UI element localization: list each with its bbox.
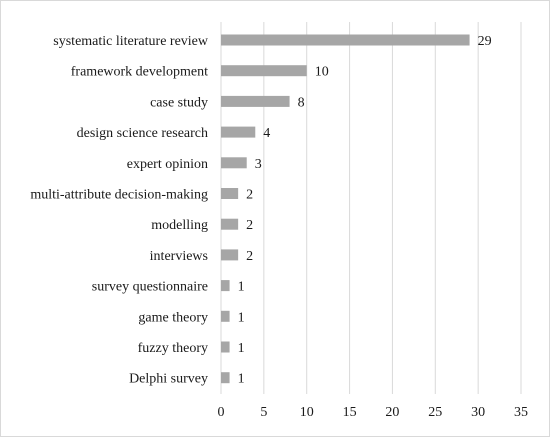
data-label-delphi-survey: 1 — [238, 372, 245, 387]
category-label-case-study: case study — [150, 95, 208, 110]
gridlines — [220, 22, 522, 394]
bar-delphi-survey — [221, 372, 230, 384]
x-tick-label-0: 0 — [218, 405, 225, 420]
bar-survey-questionnaire — [221, 280, 230, 292]
bars — [221, 34, 470, 384]
data-label-design-science-research: 4 — [263, 126, 270, 141]
data-label-survey-questionnaire: 1 — [238, 280, 245, 295]
category-label-interviews: interviews — [150, 249, 208, 264]
x-tick-label-15: 15 — [343, 405, 357, 420]
category-label-expert-opinion: expert opinion — [127, 157, 208, 172]
bar-expert-opinion — [221, 157, 247, 169]
data-labels: 29 10 8 4 3 2 2 2 1 1 1 1 — [238, 34, 492, 387]
x-axis-tick-labels: 0 5 10 15 20 25 30 35 — [218, 405, 529, 420]
bar-multi-attribute-decision-making — [221, 188, 239, 199]
bar-systematic-literature-review — [221, 34, 470, 46]
bar-modelling — [221, 218, 239, 230]
data-label-interviews: 2 — [246, 249, 253, 264]
category-label-game-theory: game theory — [138, 310, 208, 325]
x-tick-label-20: 20 — [385, 405, 399, 420]
data-label-expert-opinion: 3 — [255, 157, 262, 172]
x-tick-label-5: 5 — [260, 405, 267, 420]
category-labels: systematic literature review framework de… — [30, 34, 209, 387]
bar-fuzzy-theory — [221, 341, 230, 353]
data-label-multi-attribute-decision-making: 2 — [246, 188, 253, 203]
category-label-framework-development: framework development — [71, 65, 208, 80]
category-label-systematic-literature-review: systematic literature review — [53, 34, 209, 49]
bar-interviews — [221, 249, 239, 261]
bar-case-study — [221, 95, 290, 107]
bar-framework-development — [221, 65, 307, 77]
data-label-systematic-literature-review: 29 — [478, 34, 492, 49]
data-label-fuzzy-theory: 1 — [238, 341, 245, 356]
category-label-survey-questionnaire: survey questionnaire — [92, 280, 208, 295]
data-label-framework-development: 10 — [315, 65, 329, 80]
category-label-delphi-survey: Delphi survey — [129, 372, 208, 387]
category-label-fuzzy-theory: fuzzy theory — [138, 341, 208, 356]
data-label-case-study: 8 — [298, 95, 305, 110]
category-label-multi-attribute-decision-making: multi-attribute decision-making — [30, 188, 208, 203]
data-label-game-theory: 1 — [238, 310, 245, 325]
x-tick-label-30: 30 — [471, 405, 485, 420]
category-label-modelling: modelling — [151, 218, 208, 233]
category-label-design-science-research: design science research — [77, 126, 208, 141]
bar-design-science-research — [221, 126, 256, 138]
bar-game-theory — [221, 310, 230, 322]
x-tick-label-10: 10 — [300, 405, 314, 420]
data-label-modelling: 2 — [246, 218, 253, 233]
x-tick-label-25: 25 — [428, 405, 442, 420]
x-tick-label-35: 35 — [514, 405, 528, 420]
